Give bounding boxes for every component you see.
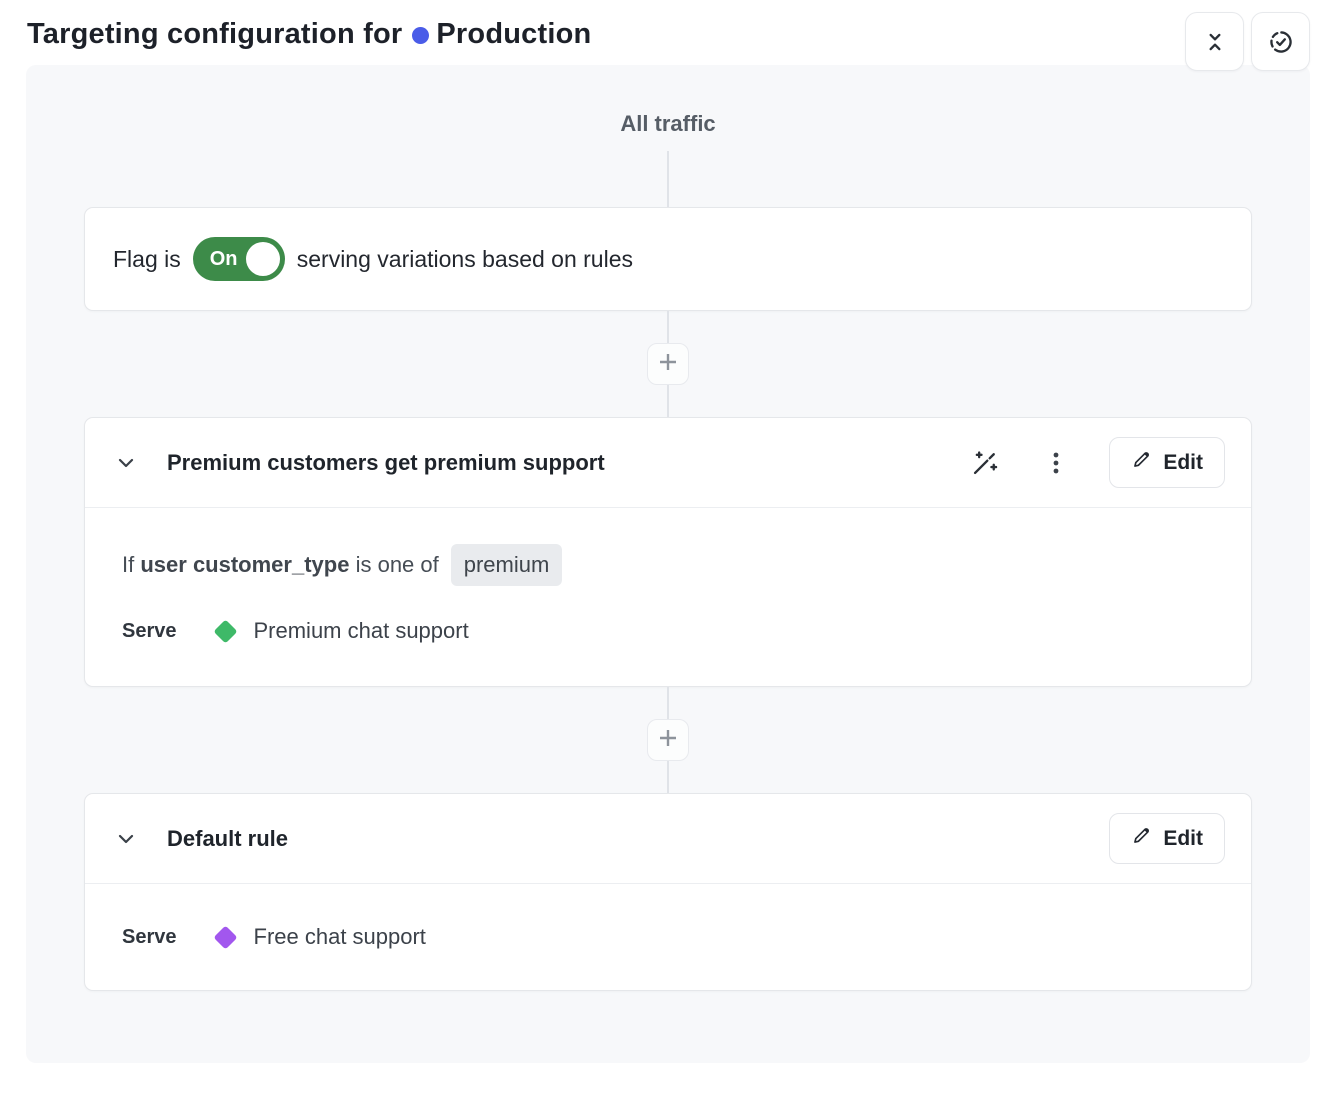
flag-status-card: Flag is On serving variations based on r…	[84, 207, 1252, 311]
default-rule-card: Default rule Edit Serve Free chat suppor…	[84, 793, 1252, 991]
environment-name: Production	[436, 18, 592, 50]
serve-label: Serve	[122, 925, 177, 948]
default-serve-row: Serve Free chat support	[122, 924, 1223, 950]
rule-card: Premium customers get premium support	[84, 417, 1252, 687]
collapse-all-button[interactable]	[1185, 12, 1244, 71]
header-actions	[1185, 12, 1310, 71]
edit-rule-button[interactable]: Edit	[1109, 437, 1225, 488]
plus-icon	[657, 351, 679, 378]
add-rule-button[interactable]	[647, 719, 689, 761]
plus-icon	[657, 727, 679, 754]
connector-line	[667, 151, 669, 207]
flag-toggle-knob	[245, 242, 280, 276]
kebab-menu-icon[interactable]	[1045, 450, 1067, 476]
rule-card-body: If user customer_type is one of premium …	[85, 508, 1251, 686]
flag-text-before: Flag is	[113, 245, 181, 272]
rule-card-header: Premium customers get premium support	[85, 418, 1251, 508]
flag-toggle[interactable]: On	[192, 237, 285, 281]
chevron-down-icon[interactable]	[114, 827, 138, 851]
magic-wand-icon[interactable]	[971, 449, 999, 477]
serve-label: Serve	[122, 619, 177, 642]
chevron-down-icon[interactable]	[114, 451, 138, 475]
connector-add-rule-2	[84, 687, 1252, 793]
condition-if-label: If	[122, 552, 135, 577]
serve-variation-name: Premium chat support	[253, 618, 469, 643]
collapse-vertical-icon	[1202, 29, 1228, 55]
targeting-panel: All traffic Flag is On serving variation…	[26, 65, 1310, 1063]
add-rule-button[interactable]	[647, 343, 689, 385]
default-rule-title: Default rule	[167, 825, 289, 851]
condition-operator: is one of	[355, 552, 439, 577]
variation-diamond-icon	[212, 924, 238, 950]
page-header: Targeting configuration for Production	[0, 0, 1330, 65]
edit-button-label: Edit	[1163, 450, 1203, 474]
default-rule-body: Serve Free chat support	[85, 884, 1251, 990]
check-circle-dashed-icon	[1267, 28, 1295, 56]
pencil-icon	[1131, 825, 1152, 852]
flag-text-after: serving variations based on rules	[296, 245, 633, 272]
pencil-icon	[1131, 449, 1152, 476]
edit-default-rule-button[interactable]: Edit	[1109, 813, 1225, 864]
rule-serve-row: Serve Premium chat support	[122, 618, 1223, 644]
condition-attribute: user customer_type	[140, 552, 350, 577]
serve-variation-name: Free chat support	[253, 924, 426, 949]
condition-value-chip: premium	[450, 544, 563, 586]
all-traffic-label: All traffic	[620, 111, 716, 136]
rule-condition: If user customer_type is one of premium	[122, 544, 1223, 586]
variation-diamond-icon	[212, 618, 238, 644]
edit-button-label: Edit	[1163, 826, 1203, 850]
review-status-button[interactable]	[1251, 12, 1310, 71]
connector-add-rule-1	[84, 311, 1252, 417]
default-rule-header: Default rule Edit	[85, 794, 1251, 884]
page-title: Targeting configuration for Production	[27, 18, 591, 51]
page-title-text: Targeting configuration for	[27, 18, 403, 50]
environment-dot	[412, 27, 430, 44]
rule-title: Premium customers get premium support	[167, 449, 605, 475]
flag-toggle-label: On	[209, 247, 238, 270]
